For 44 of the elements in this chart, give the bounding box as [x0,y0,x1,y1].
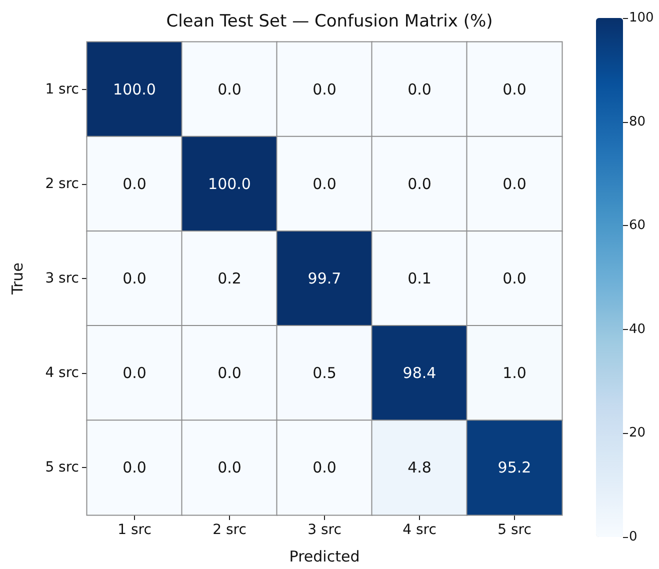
color-bar-label: 20 [629,426,646,441]
data-label: 100.0 [113,80,156,98]
data-label: 99.7 [308,270,342,288]
data-label: 0.2 [218,270,242,288]
y-tick-label: 2 src [45,176,79,192]
x-tick-label: 2 src [212,522,246,538]
y-tick-label: 5 src [45,460,79,476]
data-label: 1.0 [502,364,526,382]
data-label: 0.0 [312,458,336,477]
data-label: 0.1 [408,270,432,288]
data-label: 0.0 [502,80,526,98]
x-tick-label: 1 src [118,522,152,538]
data-label: 0.0 [502,270,526,288]
x-axis-title: Predicted [289,548,360,566]
data-label: 0.5 [312,364,336,382]
y-axis-title: True [8,262,26,296]
chart-title: Clean Test Set — Confusion Matrix (%) [166,12,493,32]
data-label: 0.0 [122,364,146,382]
color-bar-label: 60 [629,218,646,234]
y-tick-label: 3 src [45,270,79,286]
data-label: 0.0 [312,80,336,98]
color-bar-label: 80 [629,114,646,130]
data-label: 0.0 [122,458,146,477]
x-tick-label: 4 src [402,522,436,538]
color-bar-label: 0 [629,530,638,544]
y-tick-label: 4 src [45,365,79,382]
data-label: 0.0 [502,174,526,193]
data-label: 0.0 [408,80,432,98]
x-tick-label: 5 src [498,522,532,538]
color-bar-label: 40 [629,322,646,337]
color-bar-label: 100 [629,10,654,26]
data-label: 100.0 [208,174,251,193]
data-label: 4.8 [408,458,432,477]
y-tick-label: 1 src [45,81,79,98]
x-tick-label: 3 src [308,522,342,538]
data-label: 0.0 [312,174,336,193]
data-label: 98.4 [402,364,436,382]
data-label: 0.0 [408,174,432,193]
data-label: 0.0 [122,174,146,193]
data-label: 0.0 [218,80,242,98]
data-label: 0.0 [122,270,146,288]
data-label: 0.0 [218,458,242,477]
data-label: 0.0 [218,364,242,382]
data-label: 95.2 [498,458,532,477]
